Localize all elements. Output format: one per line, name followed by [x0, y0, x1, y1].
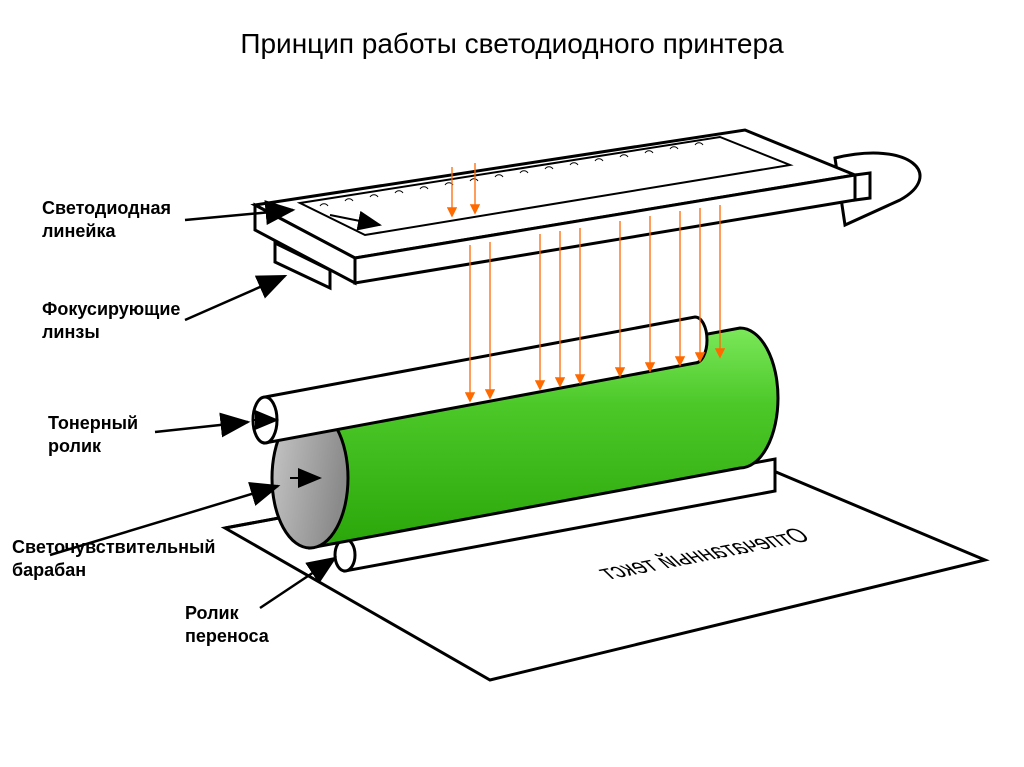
label-line: Тонерный: [48, 412, 138, 435]
label-led-bar: Светодиодная линейка: [42, 197, 171, 242]
label-line: барабан: [12, 559, 215, 582]
label-line: Светочувствительный: [12, 536, 215, 559]
label-line: Светодиодная: [42, 197, 171, 220]
label-line: Ролик: [185, 602, 269, 625]
label-line: Фокусирующие: [42, 298, 180, 321]
label-lenses: Фокусирующие линзы: [42, 298, 180, 343]
led-bar-assembly: [255, 130, 870, 288]
label-drum: Светочувствительный барабан: [12, 536, 215, 581]
label-line: линзы: [42, 321, 180, 344]
label-line: переноса: [185, 625, 269, 648]
label-line: линейка: [42, 220, 171, 243]
label-line: ролик: [48, 435, 138, 458]
diagram-canvas: Отпечатанный текст: [0, 0, 1024, 767]
label-toner-roller: Тонерный ролик: [48, 412, 138, 457]
label-transfer-roller: Ролик переноса: [185, 602, 269, 647]
